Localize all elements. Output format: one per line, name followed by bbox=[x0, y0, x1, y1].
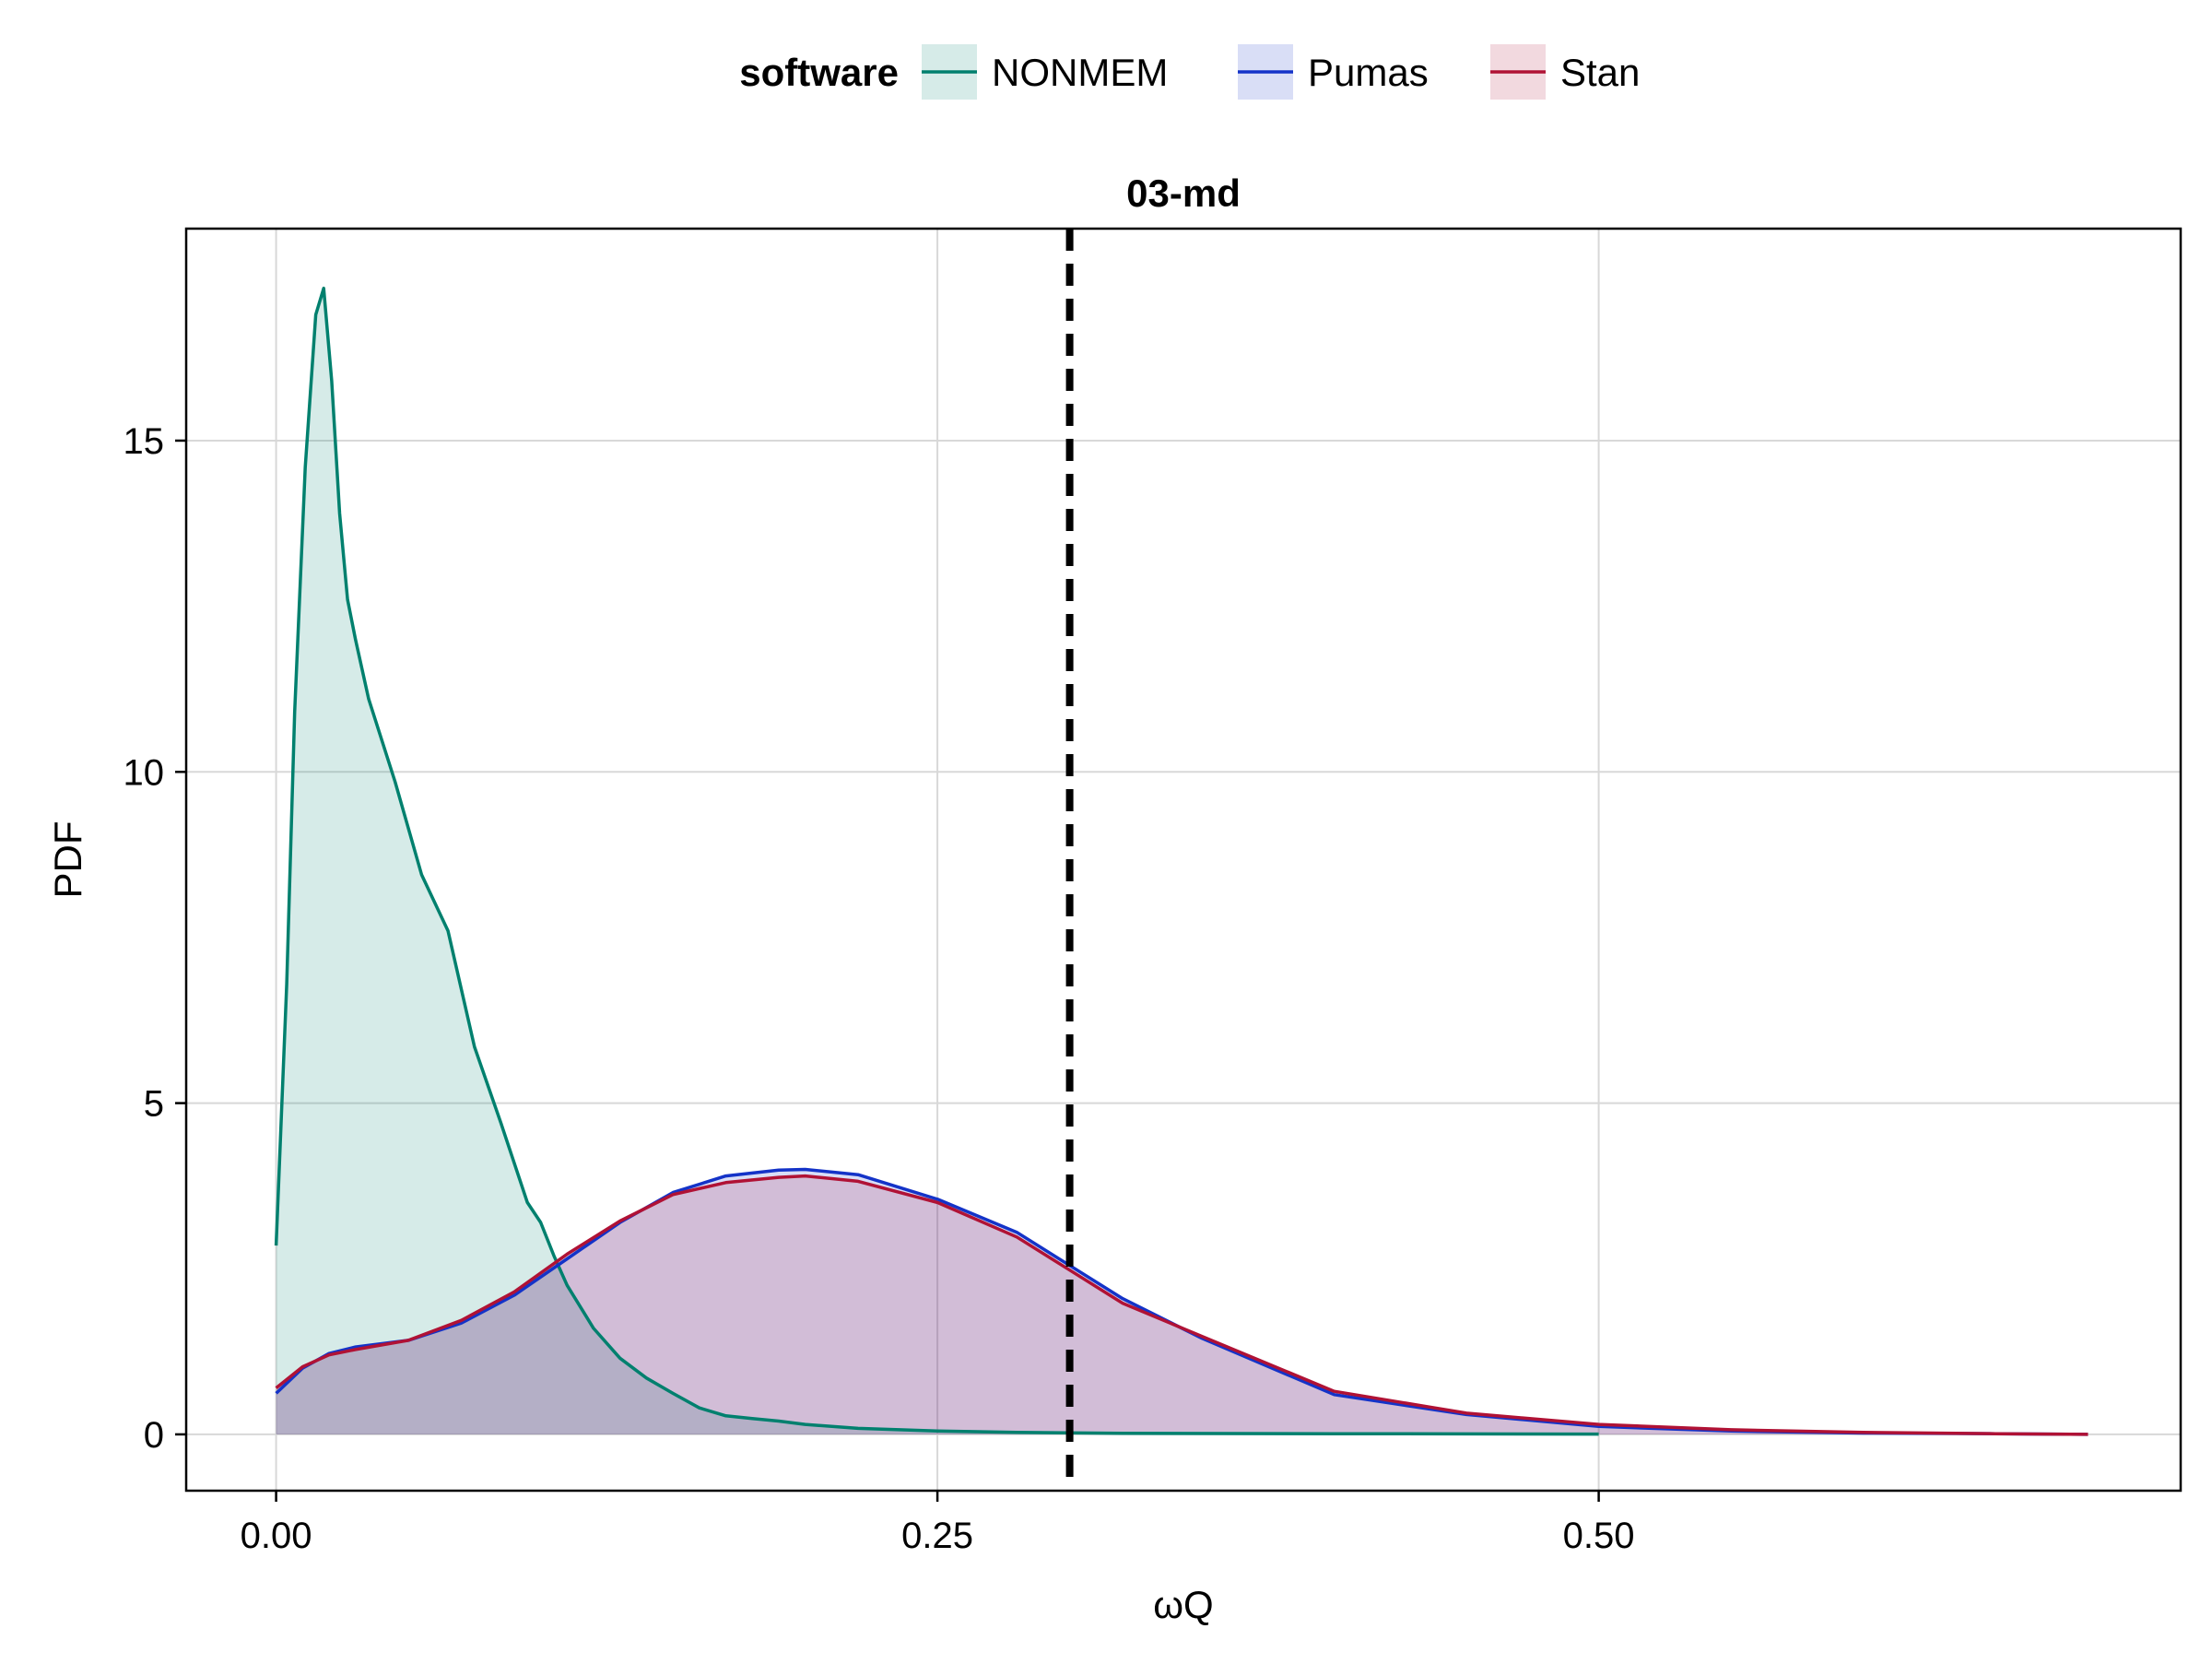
x-tick-label: 0.00 bbox=[241, 1516, 312, 1556]
legend-label: NONMEM bbox=[992, 51, 1168, 94]
legend-label: Pumas bbox=[1308, 51, 1429, 94]
density-line-nonmem bbox=[274, 286, 1599, 1436]
x-tick-label: 0.50 bbox=[1563, 1516, 1635, 1556]
legend-label: Stan bbox=[1560, 51, 1640, 94]
y-tick-label: 5 bbox=[144, 1084, 164, 1125]
y-tick-label: 15 bbox=[124, 421, 165, 462]
legend-title: software bbox=[739, 51, 899, 94]
plot-frame bbox=[184, 227, 2183, 1493]
legend-item-pumas: Pumas bbox=[1238, 44, 1429, 100]
legend-item-nonmem: NONMEM bbox=[922, 44, 1168, 100]
legend-item-stan: Stan bbox=[1490, 44, 1640, 100]
x-axis-title: ωQ bbox=[1153, 1583, 1213, 1626]
x-tick-label: 0.25 bbox=[901, 1516, 973, 1556]
y-axis-title: PDF bbox=[46, 821, 89, 899]
panel-title: 03-md bbox=[1126, 171, 1241, 215]
density-area-pumas bbox=[276, 1169, 2088, 1434]
legend: software NONMEM Pumas Stan bbox=[739, 44, 1640, 100]
density-line-stan bbox=[275, 1174, 2088, 1436]
density-area-stan bbox=[276, 1175, 2088, 1434]
y-tick-label: 0 bbox=[144, 1415, 164, 1456]
y-tick-label: 10 bbox=[124, 752, 165, 793]
density-area-nonmem bbox=[276, 288, 1599, 1434]
